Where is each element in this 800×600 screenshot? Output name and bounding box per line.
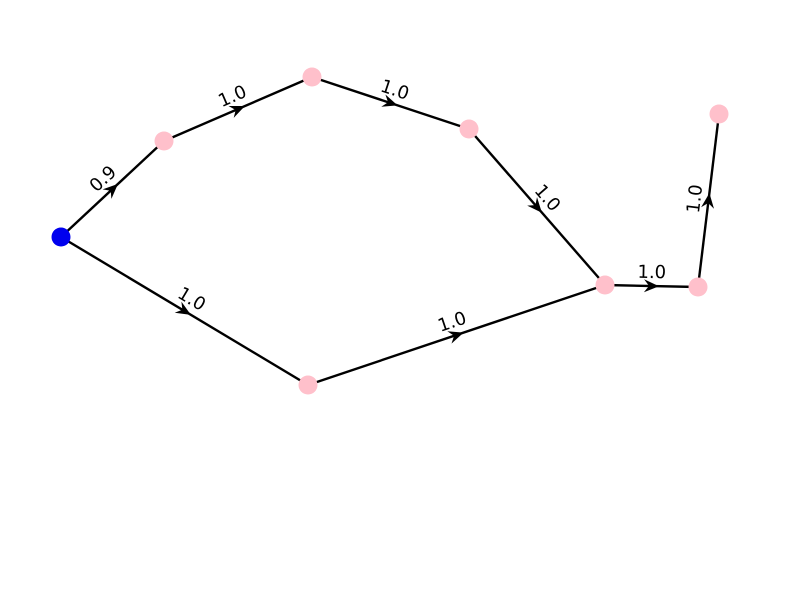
edge-weight-label: 1.0 [530,180,565,215]
edge-arrow-icon [447,331,464,344]
graph-node-n3 [459,119,479,139]
edge-weight-label: 0.9 [86,162,121,197]
edge-arrow-icon [381,94,398,107]
edge-arrow-icon [527,197,542,213]
nodes-layer [51,67,729,395]
edge-arrow-icon [701,193,714,209]
edge-arrow-icon [228,106,245,118]
edge-weight-label: 1.0 [174,283,209,316]
graph-node-n7 [709,104,729,124]
edge-weight-label: 1.0 [637,262,666,284]
source-node-n0 [51,227,71,247]
graph-node-n2 [302,67,322,87]
edge-arrow-icon [102,183,118,199]
edge-arrow-icon [174,301,191,315]
graph-node-n5 [595,275,615,295]
graph-node-n4 [298,375,318,395]
graph-node-n1 [154,131,174,151]
edge-arrow-icon [643,279,659,293]
edges-layer [60,75,721,387]
graph-node-n6 [688,277,708,297]
edge-labels-layer: 0.91.0 1.01.01.01.01.01.0 [86,76,708,337]
edge-weight-label: 1.0 [683,183,707,214]
